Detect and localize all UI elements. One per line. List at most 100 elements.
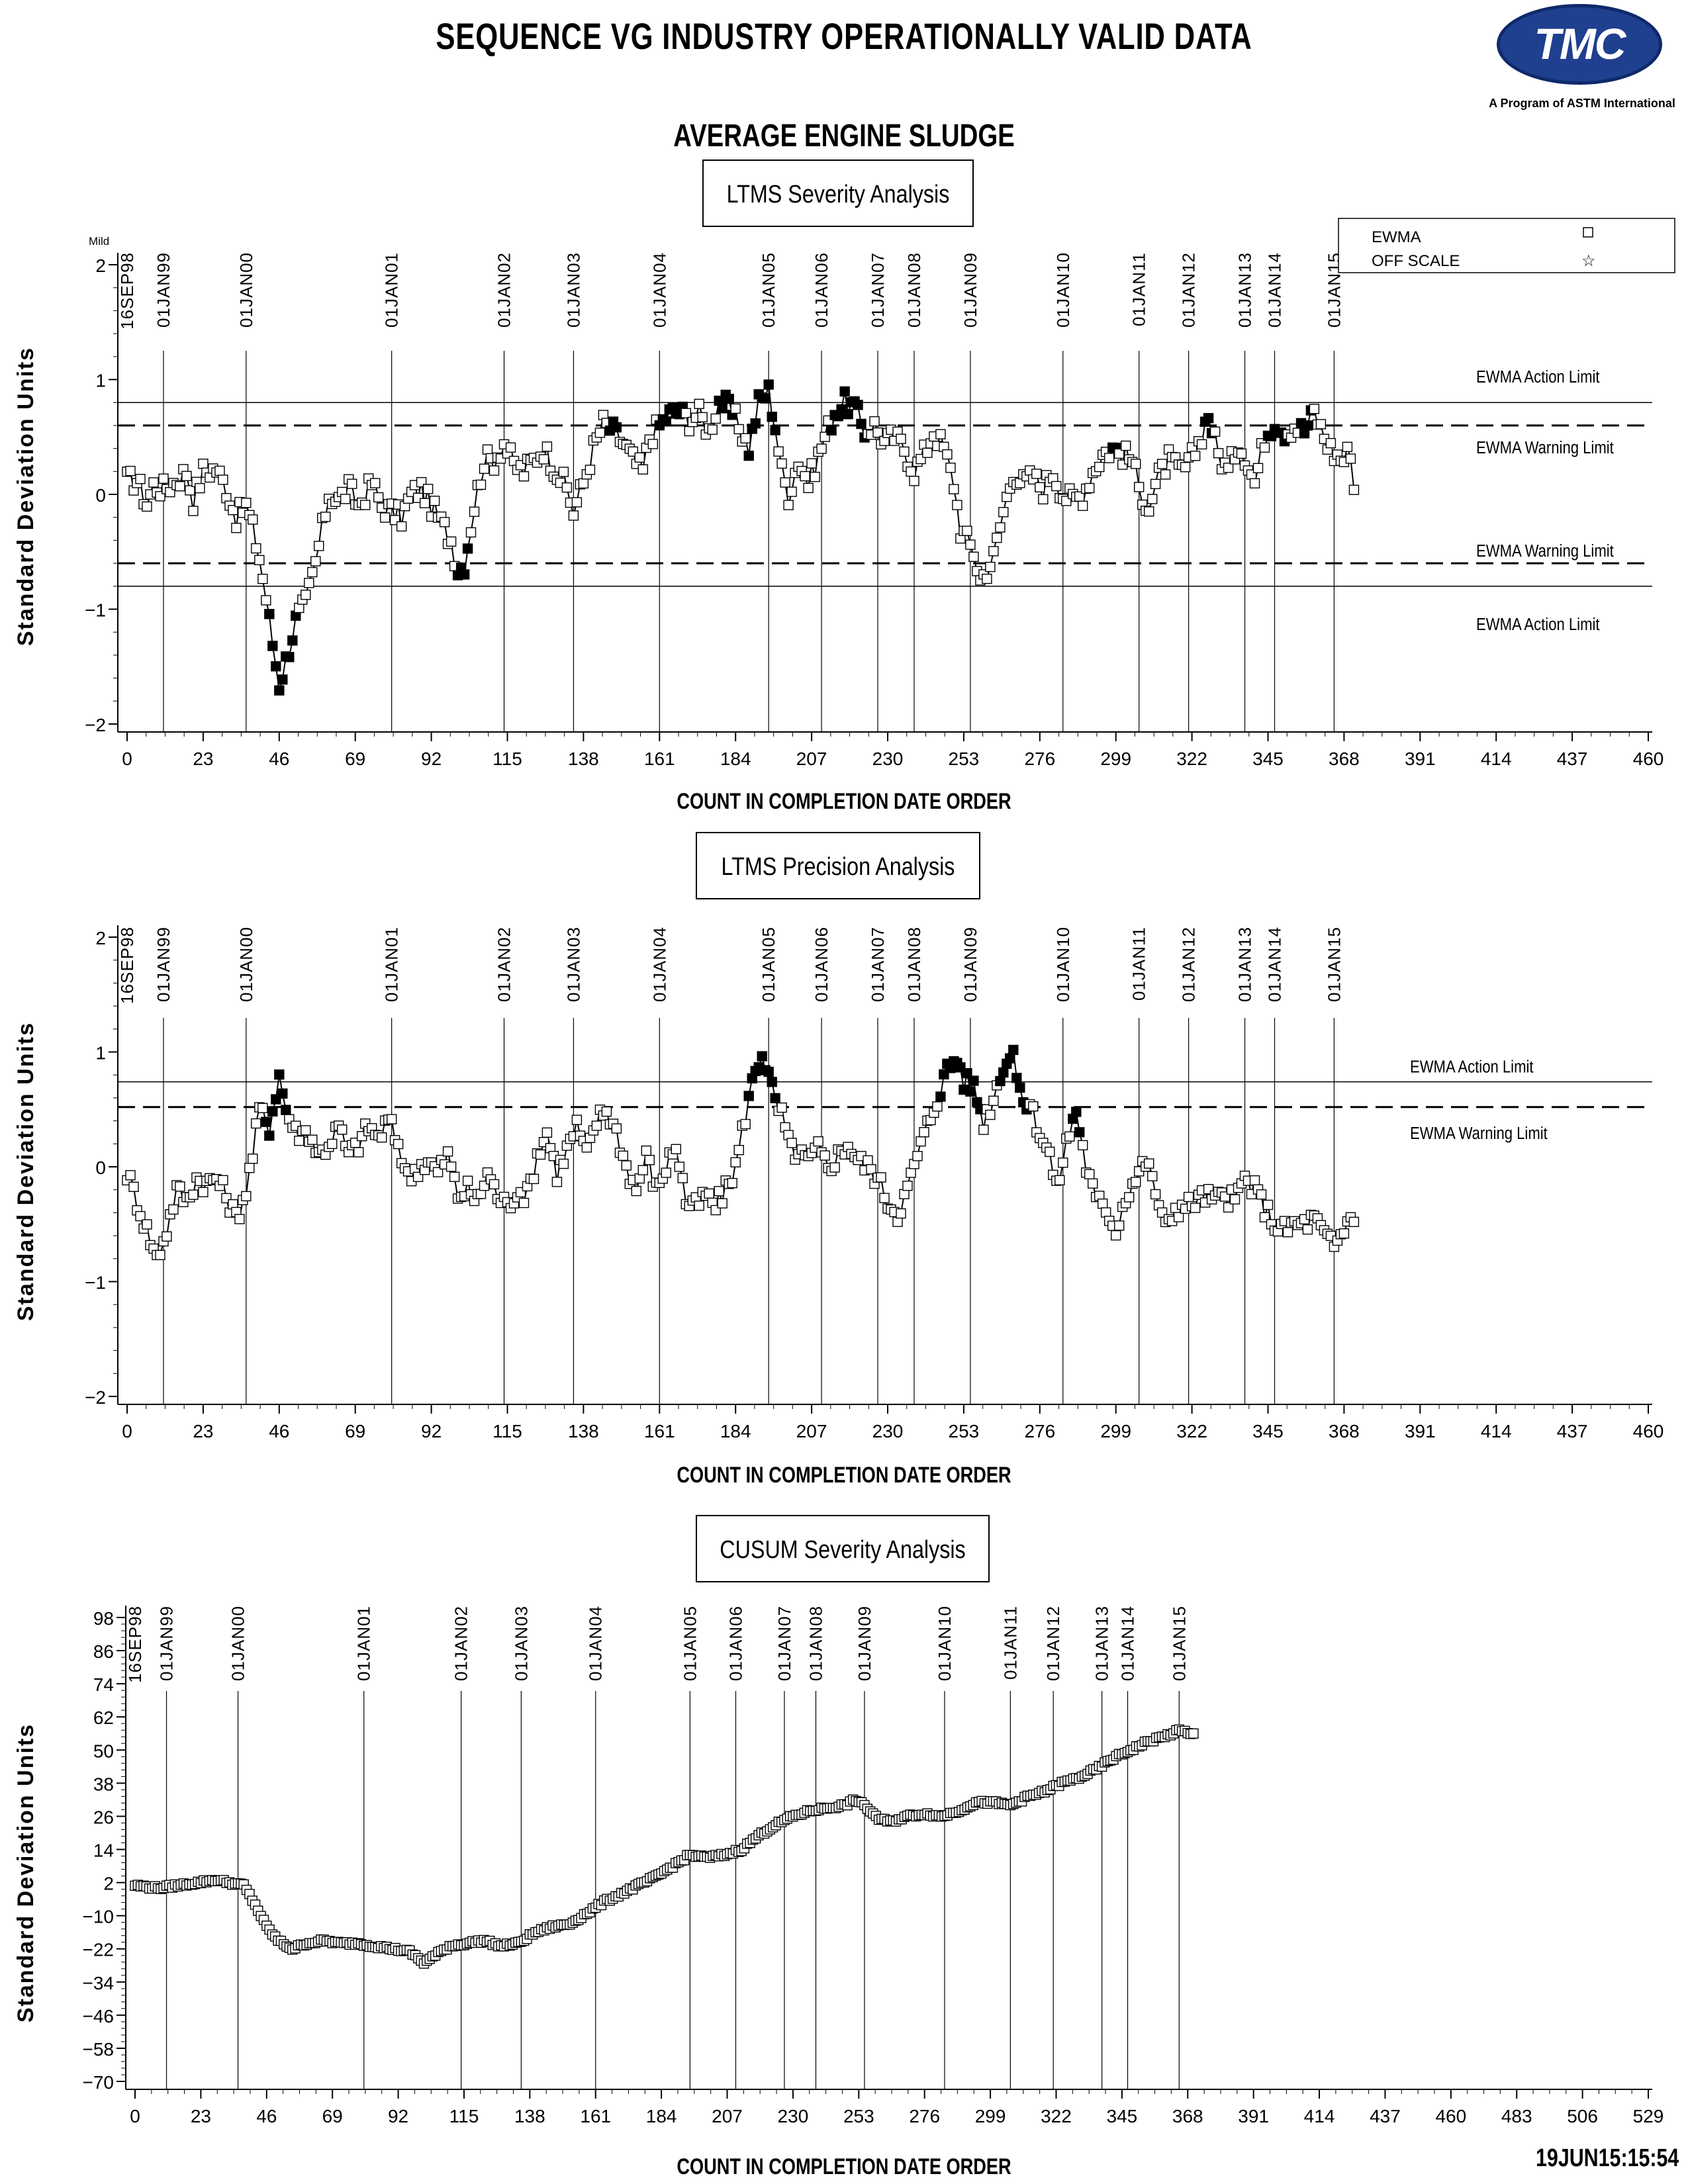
x-tick-label: 368 (1329, 749, 1360, 769)
limit-label: EWMA Action Limit (1410, 1058, 1534, 1077)
date-marker-label: 01JAN01 (382, 927, 402, 1002)
tmc-logo: TMC A Program of ASTM International (1489, 4, 1675, 116)
x-tick-label: 0 (130, 2106, 140, 2126)
data-point (393, 1138, 404, 1150)
date-marker-label: 01JAN13 (1235, 252, 1255, 328)
date-marker-label: 01JAN03 (563, 927, 583, 1002)
x-tick-label: 184 (646, 2106, 677, 2126)
data-point (551, 1177, 563, 1187)
data-point (714, 1186, 724, 1197)
y-tick-label: −10 (83, 1907, 115, 1927)
data-point (694, 1201, 704, 1211)
y-axis-label: Standard Deviation Units (13, 347, 38, 646)
data-point (1110, 1230, 1121, 1241)
data-point (258, 1103, 268, 1113)
data-point (992, 532, 1002, 543)
date-marker-label: 01JAN11 (1000, 1606, 1020, 1680)
data-point (637, 1165, 648, 1175)
data-point (730, 403, 741, 414)
data-point (1038, 494, 1049, 505)
data-point (674, 1161, 684, 1172)
y-tick-label: 0 (95, 485, 106, 506)
date-marker-label: 01JAN04 (649, 927, 669, 1002)
data-point (733, 424, 744, 435)
tmc-logo-icon (1497, 4, 1662, 85)
y-axis-label: Standard Deviation Units (13, 1723, 38, 2023)
data-point (277, 674, 288, 685)
data-point (304, 578, 314, 588)
data-point (813, 1136, 823, 1147)
data-point (234, 1214, 245, 1224)
x-tick-label: 161 (644, 1421, 675, 1441)
x-tick-label: 138 (568, 749, 599, 769)
x-axis-label: COUNT IN COMPLETION DATE ORDER (677, 1462, 1011, 1488)
data-point (142, 501, 152, 512)
data-point (978, 1124, 989, 1135)
data-point (839, 386, 850, 397)
date-marker-label: 01JAN08 (806, 1606, 825, 1681)
x-tick-label: 391 (1405, 1421, 1436, 1441)
limit-label: EWMA Warning Limit (1476, 541, 1614, 561)
y-tick-label: 1 (95, 1043, 106, 1064)
x-tick-label: 115 (449, 2106, 479, 2126)
x-tick-label: 460 (1633, 1421, 1664, 1441)
data-point (1051, 480, 1062, 492)
data-point (767, 412, 777, 422)
date-marker-label: 01JAN15 (1324, 927, 1344, 1002)
data-point (432, 1167, 444, 1177)
data-point (843, 409, 853, 420)
severity-chart: LTMS Severity AnalysisMildSevere−2−10120… (13, 159, 1675, 821)
y-tick-label: 50 (93, 1741, 114, 1761)
y-tick-label: −22 (83, 1940, 115, 1960)
x-tick-label: 92 (388, 2106, 408, 2126)
data-point (750, 418, 761, 429)
data-point (419, 498, 430, 508)
data-point (594, 428, 606, 438)
x-tick-label: 184 (720, 749, 751, 769)
x-tick-label: 138 (514, 2106, 545, 2126)
page-subtitle: AVERAGE ENGINE SLUDGE (673, 118, 1015, 154)
date-marker-label: 01JAN01 (354, 1606, 374, 1681)
data-point (1031, 469, 1042, 479)
data-point (1348, 1216, 1360, 1228)
data-point (320, 512, 331, 522)
date-marker-label: 01JAN09 (961, 927, 980, 1002)
data-point (899, 446, 910, 457)
date-marker-label: 01JAN07 (868, 252, 888, 328)
date-marker-label: 01JAN99 (154, 252, 173, 328)
x-tick-label: 0 (122, 749, 132, 769)
data-point (637, 464, 648, 475)
data-point (829, 1162, 840, 1173)
data-point (1074, 1127, 1085, 1138)
data-point (879, 1193, 890, 1203)
data-point (301, 590, 311, 600)
x-tick-label: 46 (269, 1421, 289, 1441)
data-point (1180, 462, 1191, 473)
x-tick-label: 92 (421, 1421, 442, 1441)
data-point (188, 1189, 199, 1200)
data-point (1209, 426, 1221, 437)
y-tick-label: −70 (83, 2072, 115, 2093)
date-marker-label: 01JAN13 (1235, 927, 1255, 1002)
data-point (806, 458, 817, 469)
data-point (1236, 448, 1247, 459)
x-tick-label: 115 (492, 749, 522, 769)
data-point (541, 1127, 553, 1138)
data-point (988, 1095, 999, 1107)
date-marker-label: 01JAN09 (961, 252, 980, 328)
x-tick-label: 345 (1252, 749, 1284, 769)
data-point (816, 443, 827, 454)
data-point (1188, 1728, 1199, 1739)
x-tick-label: 184 (720, 1421, 751, 1441)
data-point (254, 555, 265, 565)
x-tick-label: 437 (1557, 749, 1588, 769)
logo-caption: A Program of ASTM International (1489, 97, 1675, 110)
data-point (538, 454, 549, 465)
data-point (353, 1147, 364, 1158)
date-marker-label: 01JAN13 (1092, 1606, 1112, 1681)
data-point (995, 522, 1006, 533)
data-point (340, 494, 351, 504)
x-tick-label: 414 (1481, 749, 1512, 769)
data-point (968, 1075, 979, 1086)
data-point (733, 1144, 744, 1156)
